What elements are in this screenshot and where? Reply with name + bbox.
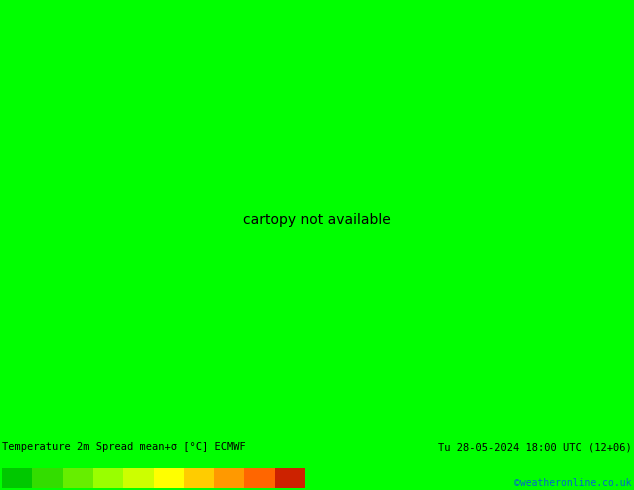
Bar — [2, 468, 32, 488]
Bar — [63, 468, 93, 488]
Bar — [184, 468, 214, 488]
Bar — [153, 468, 184, 488]
Text: cartopy not available: cartopy not available — [243, 213, 391, 227]
Text: ©weatheronline.co.uk: ©weatheronline.co.uk — [515, 478, 632, 488]
Bar — [244, 468, 275, 488]
Bar — [123, 468, 153, 488]
Bar — [93, 468, 123, 488]
Text: Temperature 2m Spread mean+σ [°C] ECMWF: Temperature 2m Spread mean+σ [°C] ECMWF — [2, 442, 246, 452]
Bar — [214, 468, 244, 488]
Bar — [32, 468, 63, 488]
Bar — [275, 468, 305, 488]
Text: Tu 28-05-2024 18:00 UTC (12+06): Tu 28-05-2024 18:00 UTC (12+06) — [438, 442, 632, 452]
